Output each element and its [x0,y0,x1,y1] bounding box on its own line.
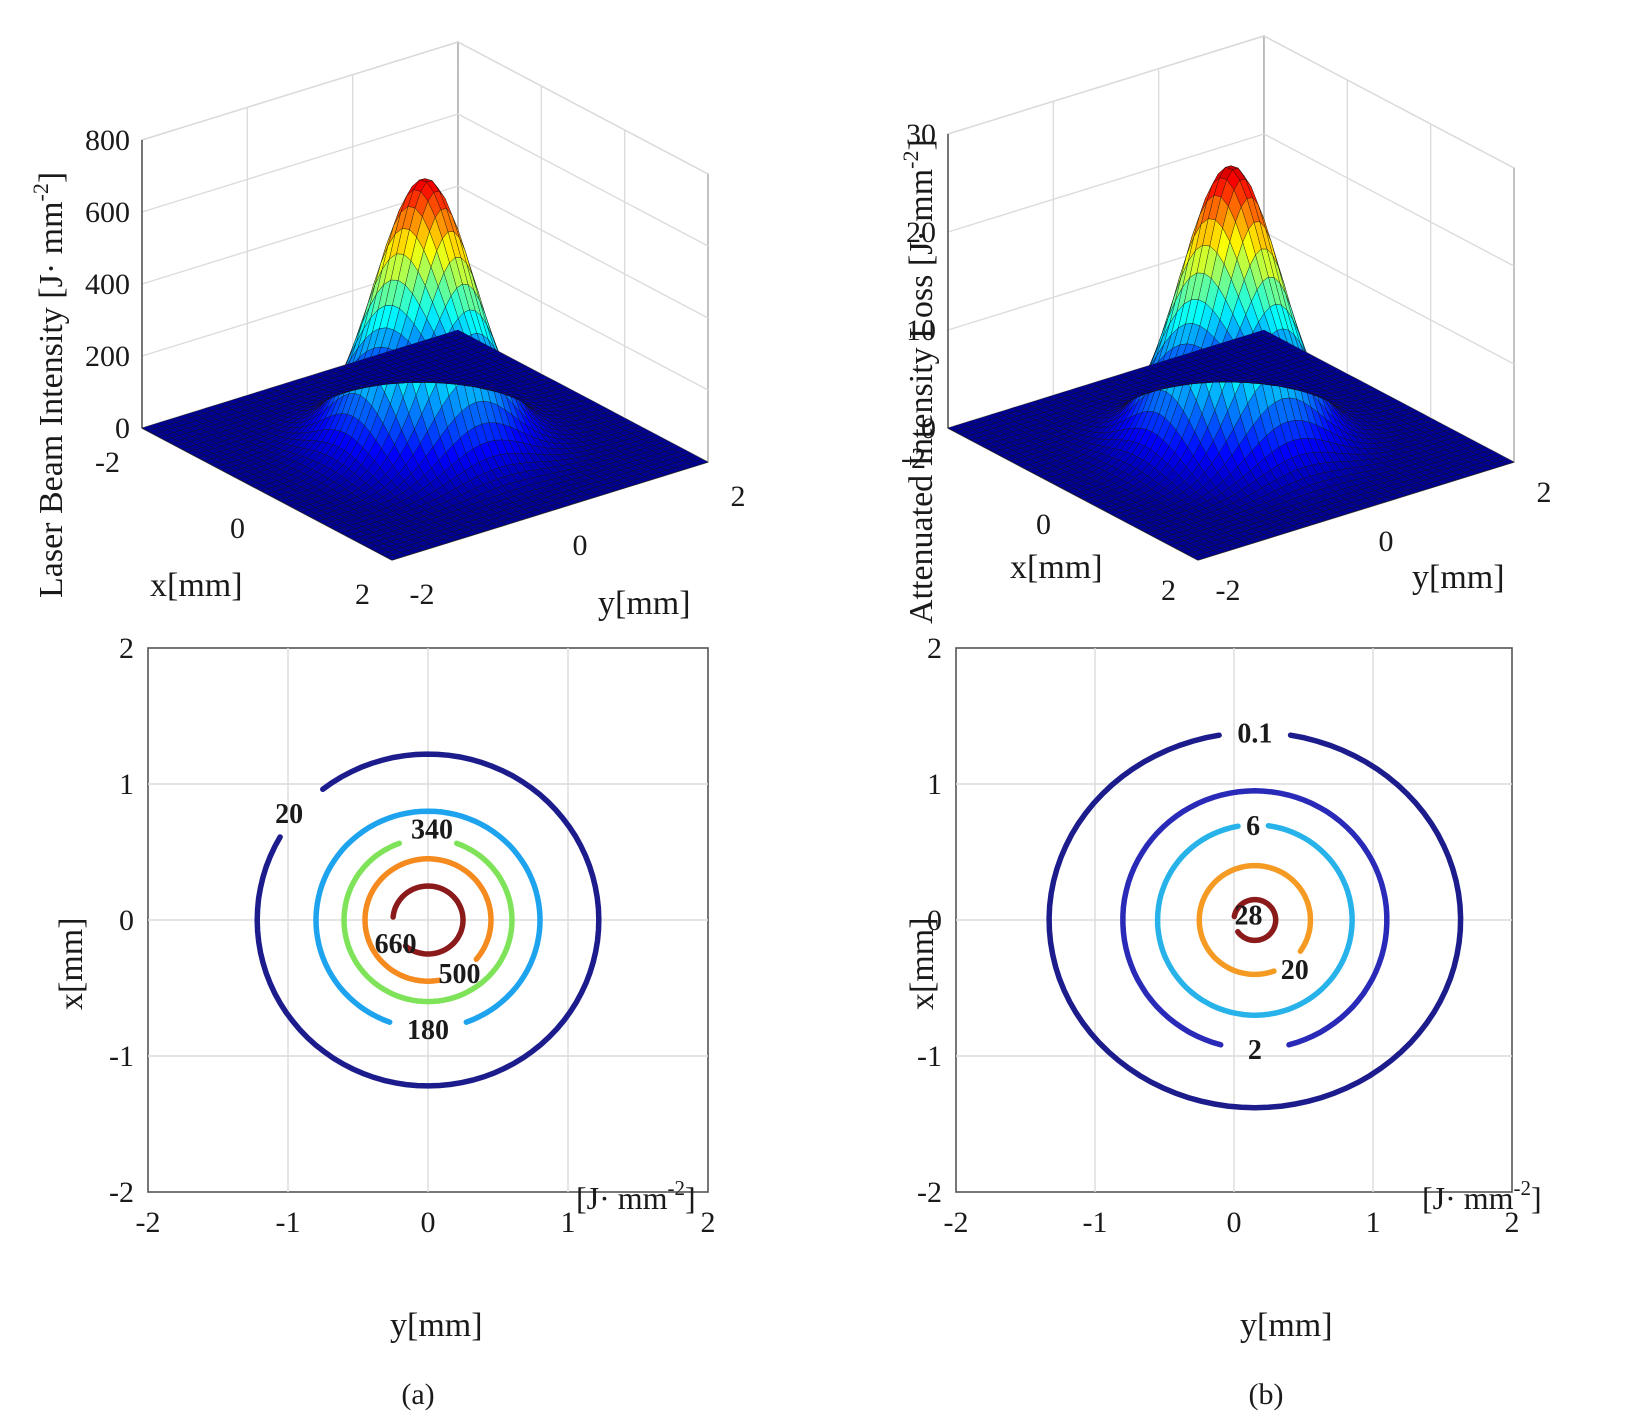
wall-gridline [457,257,709,391]
caption-b: (b) [1249,1378,1284,1411]
contour-lines: 0.1 2 6 20 28 [1046,718,1464,1111]
y-axis-label: x[mm] [53,917,90,1010]
z-tick-label: 200 [85,340,130,373]
y-axis-label: y[mm] [1412,559,1505,596]
contour-label: 28 [1234,900,1262,931]
wall-gridline [141,41,459,141]
contour-label: 6 [1246,811,1260,842]
x-tick-label: 2 [701,1206,716,1239]
x-tick-label: -2 [136,1206,161,1239]
contour-label: 660 [375,929,417,960]
y-tick-label: 1 [927,768,942,801]
y-axis-label: y[mm] [598,585,691,622]
y-tick-label: 2 [731,480,746,513]
wall-gridline [457,41,709,175]
x-tick-label: 2 [355,578,370,611]
y-tick-label: -2 [410,578,435,611]
x-tick-label: -1 [276,1206,301,1239]
z-axis-label: Laser Beam Intensity [J· mm-2] [28,172,70,598]
contour-label: 20 [275,799,303,830]
y-tick-label: 2 [927,632,942,665]
x-tick-label: 2 [1161,574,1176,607]
x-tick-label: -1 [1083,1206,1108,1239]
surface-axes-box [141,41,709,561]
z-tick-label: 600 [85,196,130,229]
y-tick-label: 0 [573,529,588,562]
x-axis-label: y[mm] [390,1307,483,1344]
wall-gridline [457,113,709,247]
surface-patch [450,329,465,336]
z-axis-label: Attenuated Intensity Loss [J· mm-2] [898,139,940,624]
unit-label-exp: -2 [1514,1176,1532,1200]
unit-label-text: [J· mm [1422,1180,1514,1216]
wall-gridline [1263,35,1515,169]
x-tick-label: 0 [1036,508,1051,541]
wall-gridline [141,113,459,213]
z-axis-label-exp: -2 [28,183,53,201]
contour-plot-laser-intensity: 20 180 340 500 660 -2 -1 0 1 2 2 1 0 -1 -2 y[mm] x[mm… [53,632,716,1411]
z-axis-label-text: Attenuated Intensity Loss [J· mm [903,169,940,624]
y-tick-label: -2 [917,1176,942,1209]
y-axis-label: x[mm] [904,917,941,1010]
contour-label: 340 [411,814,453,845]
y-tick-label: -2 [1216,574,1241,607]
wall-gridline [947,133,1265,233]
wall-gridline [1263,133,1515,267]
contour-grid [147,647,709,1193]
x-tick-label: 0 [421,1206,436,1239]
surface-mesh [947,165,1515,561]
x-axis-label: x[mm] [1010,549,1103,586]
unit-label: [J· mm-2] [576,1176,696,1216]
caption-a: (a) [401,1378,434,1411]
y-tick-label: 0 [1379,525,1394,558]
y-tick-label: -1 [917,1040,942,1073]
y-tick-label: -1 [109,1040,134,1073]
z-axis-label-text: Laser Beam Intensity [J· mm [33,201,70,598]
unit-label-exp: -2 [668,1176,686,1200]
x-tick-label: 1 [561,1206,576,1239]
x-axis-label: x[mm] [150,567,243,604]
z-tick-label: 800 [85,124,130,157]
wall-gridline [947,35,1265,135]
x-tick-label: -2 [95,446,120,479]
y-tick-label: -2 [109,1176,134,1209]
x-tick-label: 0 [230,512,245,545]
y-tick-label: 0 [119,904,134,937]
unit-label-text: [J· mm [576,1180,668,1216]
x-tick-label: 0 [1227,1206,1242,1239]
wall-gridline [457,185,709,319]
contour-label: 180 [407,1015,449,1046]
contour-label: 2 [1248,1035,1262,1066]
contour-label: 500 [439,959,481,990]
contour-label: 20 [1281,955,1309,986]
x-tick-label: -2 [944,1206,969,1239]
z-axis-label-exp: -2 [898,151,923,169]
contour-label: 0.1 [1237,718,1272,749]
z-tick-label: 400 [85,268,130,301]
y-tick-label: 2 [119,632,134,665]
y-tick-label: 1 [119,768,134,801]
unit-label: [J· mm-2] [1422,1176,1542,1216]
x-axis-label: y[mm] [1240,1307,1333,1344]
surface-mesh [141,178,709,561]
z-tick-label: 0 [115,412,130,445]
wall-gridline [1263,231,1515,365]
y-tick-label: 2 [1537,476,1552,509]
x-tick-label: 1 [1366,1206,1381,1239]
